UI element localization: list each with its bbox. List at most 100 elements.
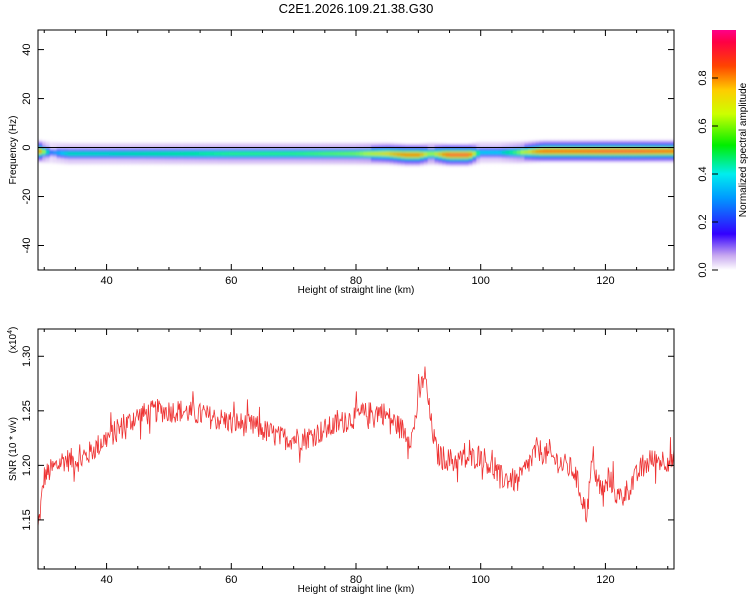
spectrogram-cell (651, 149, 656, 153)
spectrogram-cell (423, 152, 428, 156)
spectrogram-cell (580, 149, 585, 153)
spectrogram-cell (116, 152, 121, 155)
spectrogram-cell (498, 151, 503, 154)
spectrogram-cell (647, 149, 653, 153)
spectrogram-cell (501, 151, 507, 154)
spectrogram-cell (427, 152, 432, 156)
spectrogram-cell (471, 152, 477, 156)
spectrogram-cell (565, 149, 570, 153)
spectrogram-cell (180, 152, 185, 155)
spectrogram-cell (41, 150, 47, 154)
spectrogram-xtick-label: 80 (350, 275, 362, 287)
spectrogram-cell (277, 152, 282, 155)
spectrogram-cell (232, 152, 237, 155)
spectrogram-cell (172, 152, 178, 155)
spectrogram-cell (636, 149, 641, 153)
spectrogram-cell (393, 152, 398, 156)
spectrogram-cell (243, 152, 249, 155)
snr-ytick-label: 1.30 (21, 346, 33, 367)
spectrogram-cell (674, 147, 678, 156)
spectrogram-cell (479, 151, 484, 154)
snr-ytick-label: 1.20 (21, 455, 33, 476)
spectrogram-cell (202, 152, 207, 155)
spectrogram-cell (554, 149, 559, 153)
spectrogram-cell (434, 152, 439, 156)
spectrogram-cell (247, 152, 252, 155)
spectrogram-cell (101, 152, 106, 155)
spectrogram-cell (378, 152, 383, 156)
spectrogram-cell (127, 152, 133, 155)
spectrogram-cell (468, 153, 473, 156)
spectrogram-cell (666, 149, 671, 153)
spectrogram-cell (64, 152, 69, 155)
spectrogram-cell (142, 152, 148, 155)
spectrogram-cell (344, 152, 350, 155)
spectrogram-cell (374, 152, 380, 155)
spectrogram-cell (273, 152, 279, 155)
spectrogram-cell (86, 152, 91, 155)
spectrogram-cell (341, 152, 346, 155)
spectrogram-cell (505, 151, 510, 154)
spectrogram-cell (329, 152, 335, 155)
spectrogram-cell (674, 148, 678, 154)
spectrogram-cell (284, 152, 290, 155)
spectrogram-cell (187, 152, 192, 155)
spectrogram-ticks: 40 60 80 100 120 40 20 0 -20 -40 (21, 30, 674, 287)
spectrogram-cell (614, 149, 619, 153)
spectrogram-cell (281, 152, 286, 155)
spectrogram-ylabel: Frequency (Hz) (8, 116, 19, 185)
snr-xtick-label: 120 (596, 574, 614, 586)
snr-scale-note: (x104) (7, 327, 19, 354)
spectrogram-cell (67, 152, 73, 155)
spectrogram-ytick-label: -40 (21, 238, 33, 254)
spectrogram-cell (561, 149, 567, 153)
spectrogram-cell (524, 150, 529, 154)
spectrogram-cell (670, 149, 674, 153)
spectrogram-cell (195, 152, 200, 155)
spectrogram-cell (206, 152, 211, 155)
spectrogram-cell (318, 152, 323, 155)
spectrogram-cell (464, 153, 469, 157)
spectrogram-cell (71, 152, 77, 155)
spectrogram-cell (221, 152, 226, 155)
spectrogram-cell (139, 152, 144, 155)
spectrogram-cell (539, 149, 544, 153)
spectrogram-cell (400, 153, 406, 157)
spectrogram-cell (176, 152, 181, 155)
spectrogram-cell (299, 152, 305, 155)
spectrogram-cell (367, 152, 372, 155)
colorbar-tick-label: 0.8 (697, 70, 709, 85)
spectrogram-cell (419, 153, 424, 156)
spectrogram-cell (314, 152, 320, 155)
spectrogram-cell (606, 149, 611, 153)
colorbar-tick-label: 0.2 (697, 214, 709, 229)
colorbar-gradient (712, 30, 736, 270)
spectrogram-cell (213, 152, 219, 155)
spectrogram-cell (640, 149, 645, 153)
colorbar-tick-label: 0.6 (697, 118, 709, 133)
spectrogram-cell (333, 152, 338, 155)
spectrogram-cell (49, 151, 54, 154)
spectrogram-cell (546, 149, 552, 153)
spectrogram-ytick-label: 0 (21, 144, 33, 150)
spectrogram-cell (576, 149, 582, 153)
spectrogram-cell (509, 151, 514, 154)
spectrogram-cell (449, 153, 454, 157)
spectrogram-cell (296, 152, 301, 155)
spectrogram-cell (45, 151, 50, 154)
spectrogram-cell (120, 152, 125, 155)
spectrogram-cell (442, 153, 447, 156)
spectrogram-cell (254, 152, 260, 155)
spectrogram-cell (56, 151, 62, 155)
spectrogram-cell (617, 149, 623, 153)
spectrogram-cell (558, 149, 563, 153)
spectrogram-cell (146, 152, 151, 155)
spectrogram-cell (587, 149, 593, 153)
spectrogram-cell (161, 152, 166, 155)
spectrogram-cell (191, 152, 196, 155)
spectrogram-xtick-label: 60 (225, 275, 237, 287)
spectrogram-cell (38, 150, 43, 153)
spectrogram-cell (602, 149, 608, 153)
spectrogram-cell (494, 151, 499, 154)
spectrogram-cell (236, 152, 241, 155)
